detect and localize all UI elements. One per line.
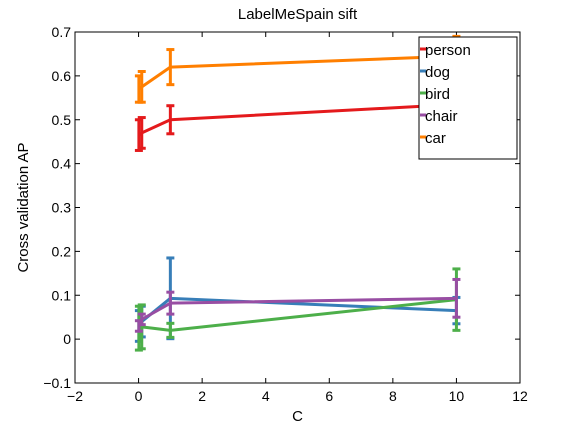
series-layer (134, 34, 461, 352)
plot-frame (74, 31, 521, 384)
error-bar (137, 116, 146, 150)
series-line (137, 54, 457, 91)
error-bar (166, 321, 175, 339)
y-tick-label: 0.6 (52, 68, 72, 84)
legend-label: chair (425, 108, 458, 125)
error-bar (166, 104, 175, 136)
y-tick-label: 0.3 (52, 200, 72, 216)
x-tick-label: 0 (135, 388, 143, 404)
error-bar (166, 290, 175, 316)
series-line (137, 102, 457, 137)
y-tick-label: 0.1 (52, 287, 72, 303)
x-tick-label: 4 (262, 388, 270, 404)
legend-label: bird (425, 86, 450, 103)
x-tick-label: 10 (449, 388, 465, 404)
y-tick-label: 0.4 (52, 156, 72, 172)
x-tick-label: 12 (512, 388, 528, 404)
series-car (134, 34, 461, 104)
legend-label: car (425, 130, 446, 147)
series-chair (134, 277, 461, 333)
error-bar (452, 277, 461, 319)
chart-title: LabelMeSpain sift (238, 6, 358, 23)
y-tick-label: 0 (63, 331, 71, 347)
x-tick-label: −2 (67, 388, 83, 404)
error-bar (137, 303, 146, 351)
series-person (134, 89, 461, 152)
error-bar (137, 312, 146, 327)
y-tick-label: 0.5 (52, 112, 72, 128)
y-axis-label: Cross validation AP (15, 142, 32, 272)
y-tick-label: 0.2 (52, 243, 72, 259)
y-tick-label: 0.7 (52, 24, 72, 40)
legend-label: dog (425, 64, 450, 81)
series-line (137, 296, 457, 327)
x-axis-label: C (292, 408, 303, 425)
y-tick-label: −0.1 (43, 375, 71, 391)
legend-box (418, 36, 518, 160)
legend-label: person (425, 42, 471, 59)
legend: person dog bird chair car (418, 36, 518, 160)
error-bar (166, 48, 175, 87)
error-bar (137, 69, 146, 104)
x-tick-label: 6 (325, 388, 333, 404)
x-tick-label: 8 (389, 388, 397, 404)
x-tick-label: 2 (198, 388, 206, 404)
